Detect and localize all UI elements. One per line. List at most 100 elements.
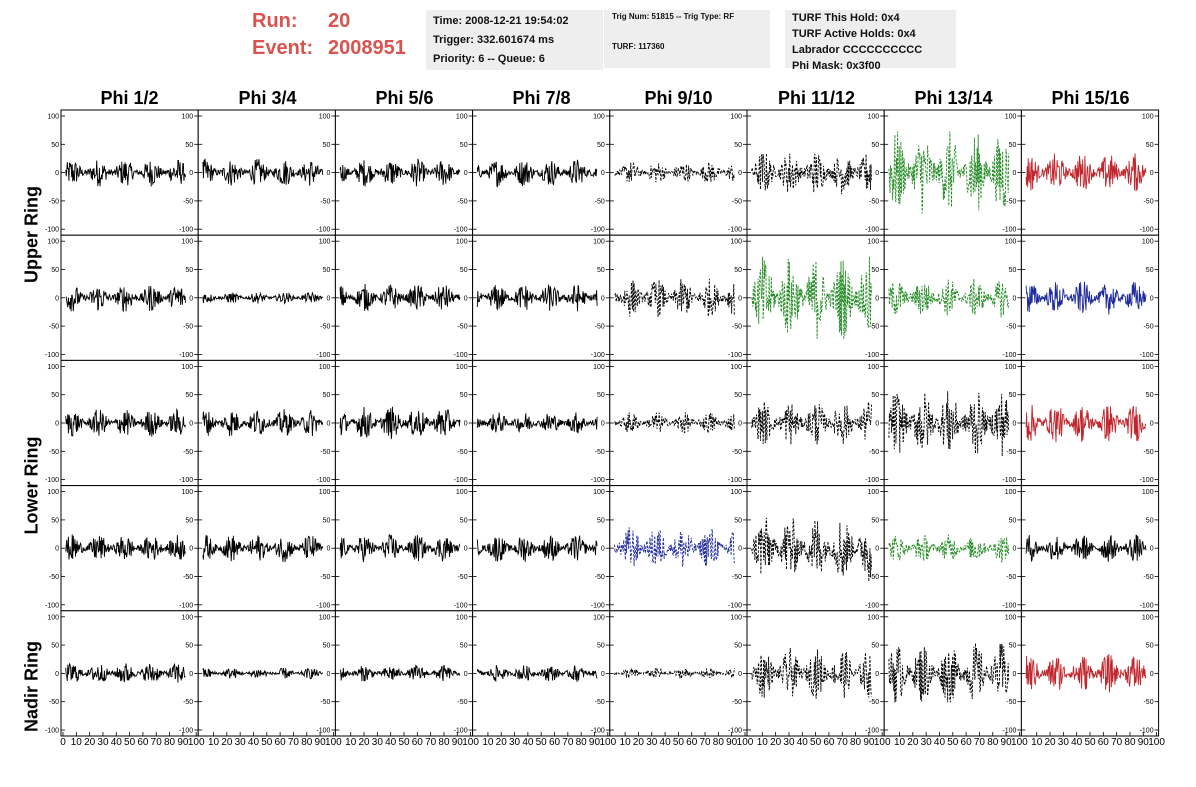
y-tick-label: 0 — [189, 546, 193, 553]
y-tick-label: 0 — [1012, 671, 1016, 678]
y-tick-label: 100 — [1142, 614, 1154, 621]
x-tick-label: 40 — [934, 737, 946, 748]
x-tick-label: 100 — [188, 737, 205, 748]
y-tick-label: -100 — [591, 352, 605, 359]
x-tick-label: 10 — [620, 737, 632, 748]
y-tick-label: 0 — [189, 671, 193, 678]
y-tick-label: -50 — [869, 699, 879, 706]
turf-this-hold-text: TURF This Hold: 0x4 — [792, 12, 900, 24]
x-tick-label: 100 — [325, 737, 342, 748]
x-tick-label: 90 — [1001, 737, 1013, 748]
x-tick-label: 40 — [660, 737, 672, 748]
x-tick-label: 90 — [177, 737, 189, 748]
waveform-series — [614, 162, 735, 183]
y-tick-label: -100 — [728, 227, 742, 234]
y-tick-label: 50 — [1009, 643, 1017, 650]
x-tick-label: 50 — [261, 737, 273, 748]
column-header-phi-1-2: Phi 1/2 — [100, 88, 159, 108]
y-tick-label: 50 — [185, 643, 193, 650]
y-tick-label: 50 — [323, 392, 331, 399]
y-tick-label: -100 — [865, 728, 879, 735]
x-tick-label: 90 — [726, 737, 738, 748]
y-tick-label: -50 — [320, 574, 330, 581]
y-tick-label: -100 — [179, 227, 193, 234]
y-tick-label: 0 — [1150, 546, 1154, 553]
y-tick-label: -50 — [732, 449, 742, 456]
y-tick-label: -100 — [454, 227, 468, 234]
y-tick-label: 50 — [597, 267, 605, 274]
column-header-phi-3-4: Phi 3/4 — [238, 88, 297, 108]
x-tick-label: 100 — [1148, 737, 1165, 748]
y-tick-label: 50 — [871, 643, 879, 650]
y-tick-label: 0 — [601, 170, 605, 177]
x-tick-label: 20 — [84, 737, 96, 748]
y-tick-label: 0 — [875, 546, 879, 553]
y-tick-label: -50 — [595, 574, 605, 581]
x-tick-label: 70 — [699, 737, 711, 748]
x-tick-label: 70 — [425, 737, 437, 748]
y-tick-label: 50 — [871, 142, 879, 149]
y-tick-label: 50 — [51, 643, 59, 650]
x-tick-label: 10 — [71, 737, 83, 748]
y-tick-label: 50 — [734, 267, 742, 274]
y-tick-label: 0 — [326, 295, 330, 302]
waveform-series — [202, 535, 324, 563]
y-tick-label: -50 — [320, 198, 330, 205]
y-tick-label: -100 — [1002, 728, 1016, 735]
x-tick-label: 60 — [823, 737, 835, 748]
turf-text: TURF: 117360 — [612, 42, 665, 51]
panel-frame — [472, 109, 611, 236]
y-tick-label: -100 — [1140, 352, 1154, 359]
y-tick-label: -50 — [869, 574, 879, 581]
y-tick-label: -50 — [1143, 449, 1153, 456]
y-tick-label: -100 — [728, 477, 742, 484]
y-tick-label: 50 — [871, 392, 879, 399]
y-tick-label: 50 — [871, 267, 879, 274]
y-tick-label: -100 — [1002, 227, 1016, 234]
y-tick-label: 0 — [738, 546, 742, 553]
y-tick-label: -100 — [1140, 477, 1154, 484]
waveform-series — [888, 391, 1010, 457]
column-header-phi-11-12: Phi 11/12 — [777, 88, 856, 108]
y-tick-label: 50 — [51, 517, 59, 524]
waveform-series — [339, 283, 461, 312]
y-tick-label: 100 — [456, 114, 468, 121]
y-tick-label: 50 — [185, 142, 193, 149]
y-tick-label: 0 — [1150, 295, 1154, 302]
y-tick-label: -50 — [732, 699, 742, 706]
x-tick-label: 10 — [482, 737, 494, 748]
y-tick-label: 0 — [189, 170, 193, 177]
y-tick-label: 0 — [875, 170, 879, 177]
y-tick-label: -100 — [45, 477, 59, 484]
y-tick-label: 50 — [51, 392, 59, 399]
waveform-series — [339, 158, 461, 187]
y-tick-label: 50 — [734, 643, 742, 650]
y-tick-label: -100 — [865, 477, 879, 484]
y-tick-label: -100 — [45, 602, 59, 609]
y-tick-label: -50 — [595, 699, 605, 706]
y-tick-label: 50 — [1009, 267, 1017, 274]
event-value: 2008951 — [328, 37, 406, 59]
y-tick-label: 50 — [185, 267, 193, 274]
x-tick-label: 100 — [462, 737, 479, 748]
y-tick-label: 100 — [868, 489, 880, 496]
y-tick-label: 50 — [323, 142, 331, 149]
y-tick-label: 100 — [593, 364, 605, 371]
x-tick-label: 70 — [151, 737, 163, 748]
y-tick-label: 50 — [597, 392, 605, 399]
panel-frame — [609, 109, 748, 236]
x-tick-label: 80 — [576, 737, 588, 748]
x-tick-label: 100 — [599, 737, 616, 748]
y-tick-label: -100 — [728, 602, 742, 609]
y-tick-label: 0 — [55, 546, 59, 553]
y-tick-label: -100 — [591, 227, 605, 234]
x-tick-label: 70 — [837, 737, 849, 748]
y-tick-label: 50 — [185, 392, 193, 399]
waveform-series — [65, 662, 186, 683]
panel-frame — [746, 485, 885, 612]
x-tick-label: 30 — [921, 737, 933, 748]
time-text: Time: 2008-12-21 19:54:02 — [433, 15, 569, 27]
y-tick-label: 0 — [601, 295, 605, 302]
y-tick-label: -100 — [591, 602, 605, 609]
